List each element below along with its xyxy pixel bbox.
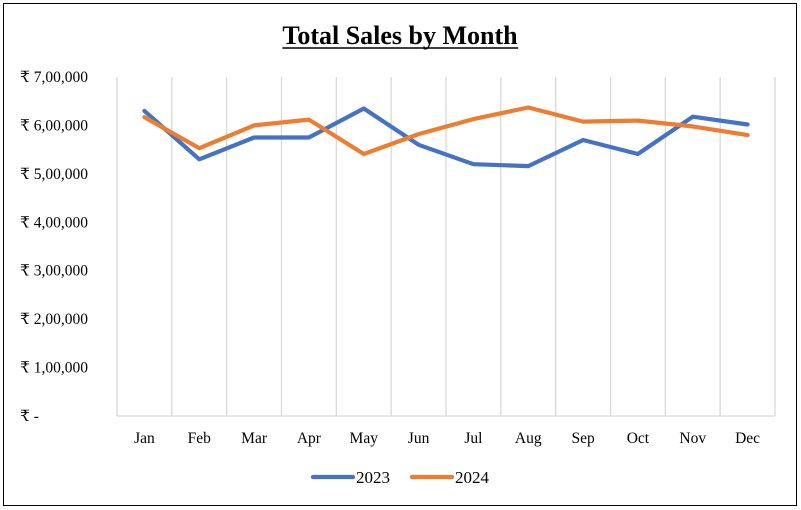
x-tick-label: Jun <box>408 430 430 447</box>
x-tick-label: Nov <box>679 430 706 447</box>
chart-title: Total Sales by Month <box>282 21 518 50</box>
x-tick-label: Jan <box>134 430 155 447</box>
x-tick-label: Dec <box>735 430 760 447</box>
legend-label-2024: 2024 <box>455 468 490 487</box>
y-axis: ₹ 7,00,000 ₹ 6,00,000 ₹ 5,00,000 ₹ 4,00,000… <box>20 69 88 425</box>
x-tick-label: Oct <box>627 430 650 447</box>
x-tick-label: Sep <box>571 430 595 447</box>
chart-frame <box>3 3 797 506</box>
y-tick-label: ₹ - <box>20 408 39 425</box>
series-line-2023 <box>142 106 750 169</box>
legend: 2023 2024 <box>310 468 490 487</box>
x-tick-label: Apr <box>297 430 322 447</box>
x-tick-label: Jul <box>464 430 482 447</box>
y-tick-label: ₹ 6,00,000 <box>20 117 88 134</box>
x-tick-label: Mar <box>241 430 268 447</box>
x-tick-label: Aug <box>515 430 542 447</box>
series-lines <box>142 105 750 169</box>
y-tick-label: ₹ 7,00,000 <box>20 69 88 86</box>
y-tick-label: ₹ 3,00,000 <box>20 263 88 280</box>
y-tick-label: ₹ 1,00,000 <box>20 360 88 377</box>
y-tick-label: ₹ 5,00,000 <box>20 166 88 183</box>
x-tick-label: Feb <box>188 430 212 447</box>
y-tick-label: ₹ 2,00,000 <box>20 311 88 328</box>
y-tick-label: ₹ 4,00,000 <box>20 214 88 231</box>
x-tick-label: May <box>350 430 379 447</box>
legend-label-2023: 2023 <box>356 468 390 487</box>
x-axis: Jan Feb Mar Apr May Jun Jul Aug Sep Oct Nov Dec <box>134 430 760 447</box>
series-line-2024 <box>142 105 750 157</box>
